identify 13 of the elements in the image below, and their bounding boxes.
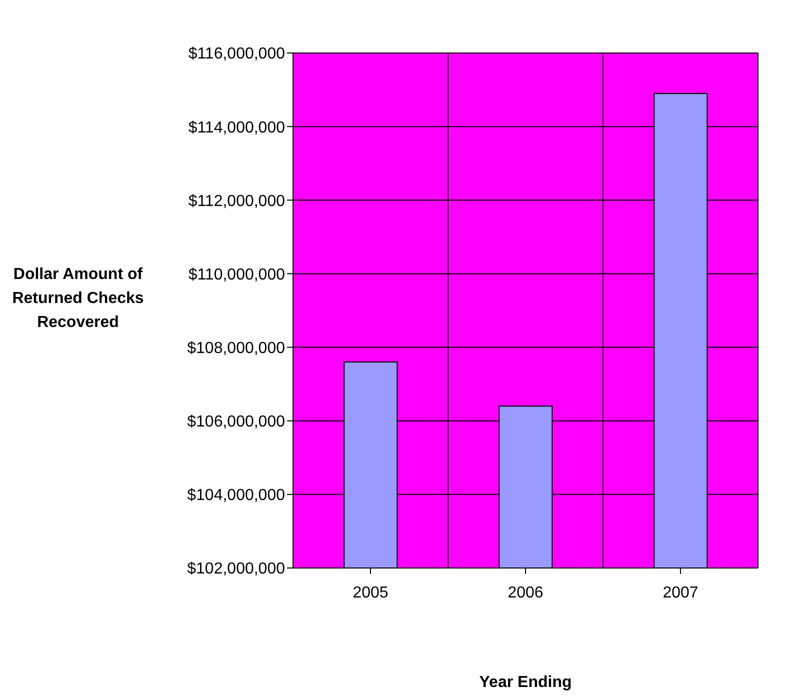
y-tick-label: $112,000,000 xyxy=(188,192,286,210)
y-tick-label: $108,000,000 xyxy=(187,340,286,357)
y-tick-label: $114,000,000 xyxy=(188,119,286,136)
y-axis-title: Dollar Amount of Returned Checks Recovered xyxy=(11,265,145,333)
x-tick-label: 2006 xyxy=(508,584,544,602)
x-tick-label: 2007 xyxy=(662,584,698,602)
y-tick-label: $116,000,000 xyxy=(188,46,286,63)
y-tick-label: $102,000,000 xyxy=(187,560,286,578)
y-tick-label: $110,000,000 xyxy=(188,266,286,284)
x-axis-title: Year Ending xyxy=(478,674,573,692)
x-tick-label: 2005 xyxy=(352,584,388,602)
y-tick-label: $106,000,000 xyxy=(187,414,286,431)
y-tick-label: $104,000,000 xyxy=(187,487,286,504)
